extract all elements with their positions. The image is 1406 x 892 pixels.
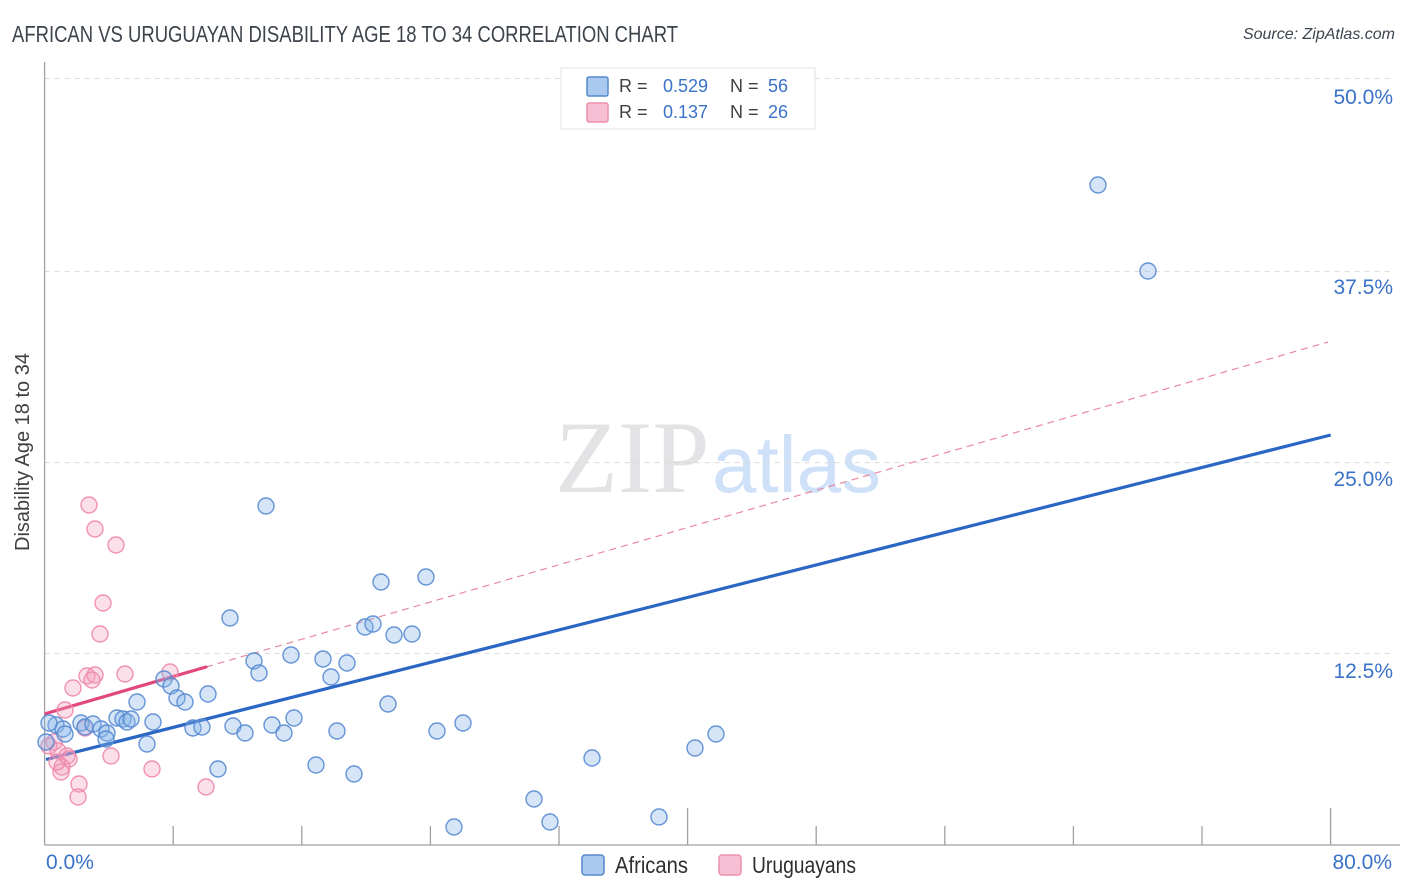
svg-text:Uruguayans: Uruguayans — [752, 852, 856, 878]
svg-text:atlas: atlas — [712, 420, 881, 509]
svg-text:ZIP: ZIP — [555, 401, 710, 515]
svg-text:Disability Age 18 to 34: Disability Age 18 to 34 — [12, 353, 34, 551]
svg-text:N =: N = — [730, 76, 759, 96]
svg-text:R =: R = — [619, 102, 648, 122]
svg-text:25.0%: 25.0% — [1333, 468, 1393, 491]
svg-text:AFRICAN VS URUGUAYAN DISABILIT: AFRICAN VS URUGUAYAN DISABILITY AGE 18 T… — [12, 21, 678, 47]
svg-text:0.0%: 0.0% — [46, 851, 94, 874]
svg-text:Africans: Africans — [615, 852, 688, 878]
svg-text:R =: R = — [619, 76, 648, 96]
svg-text:80.0%: 80.0% — [1332, 851, 1392, 874]
svg-text:26: 26 — [768, 102, 788, 122]
svg-text:50.0%: 50.0% — [1333, 86, 1393, 109]
svg-text:12.5%: 12.5% — [1333, 660, 1393, 683]
svg-text:37.5%: 37.5% — [1333, 276, 1393, 299]
svg-text:56: 56 — [768, 76, 788, 96]
svg-text:N =: N = — [730, 102, 759, 122]
svg-text:0.529: 0.529 — [663, 76, 708, 96]
svg-text:Source: ZipAtlas.com: Source: ZipAtlas.com — [1243, 26, 1395, 43]
svg-text:0.137: 0.137 — [663, 102, 708, 122]
